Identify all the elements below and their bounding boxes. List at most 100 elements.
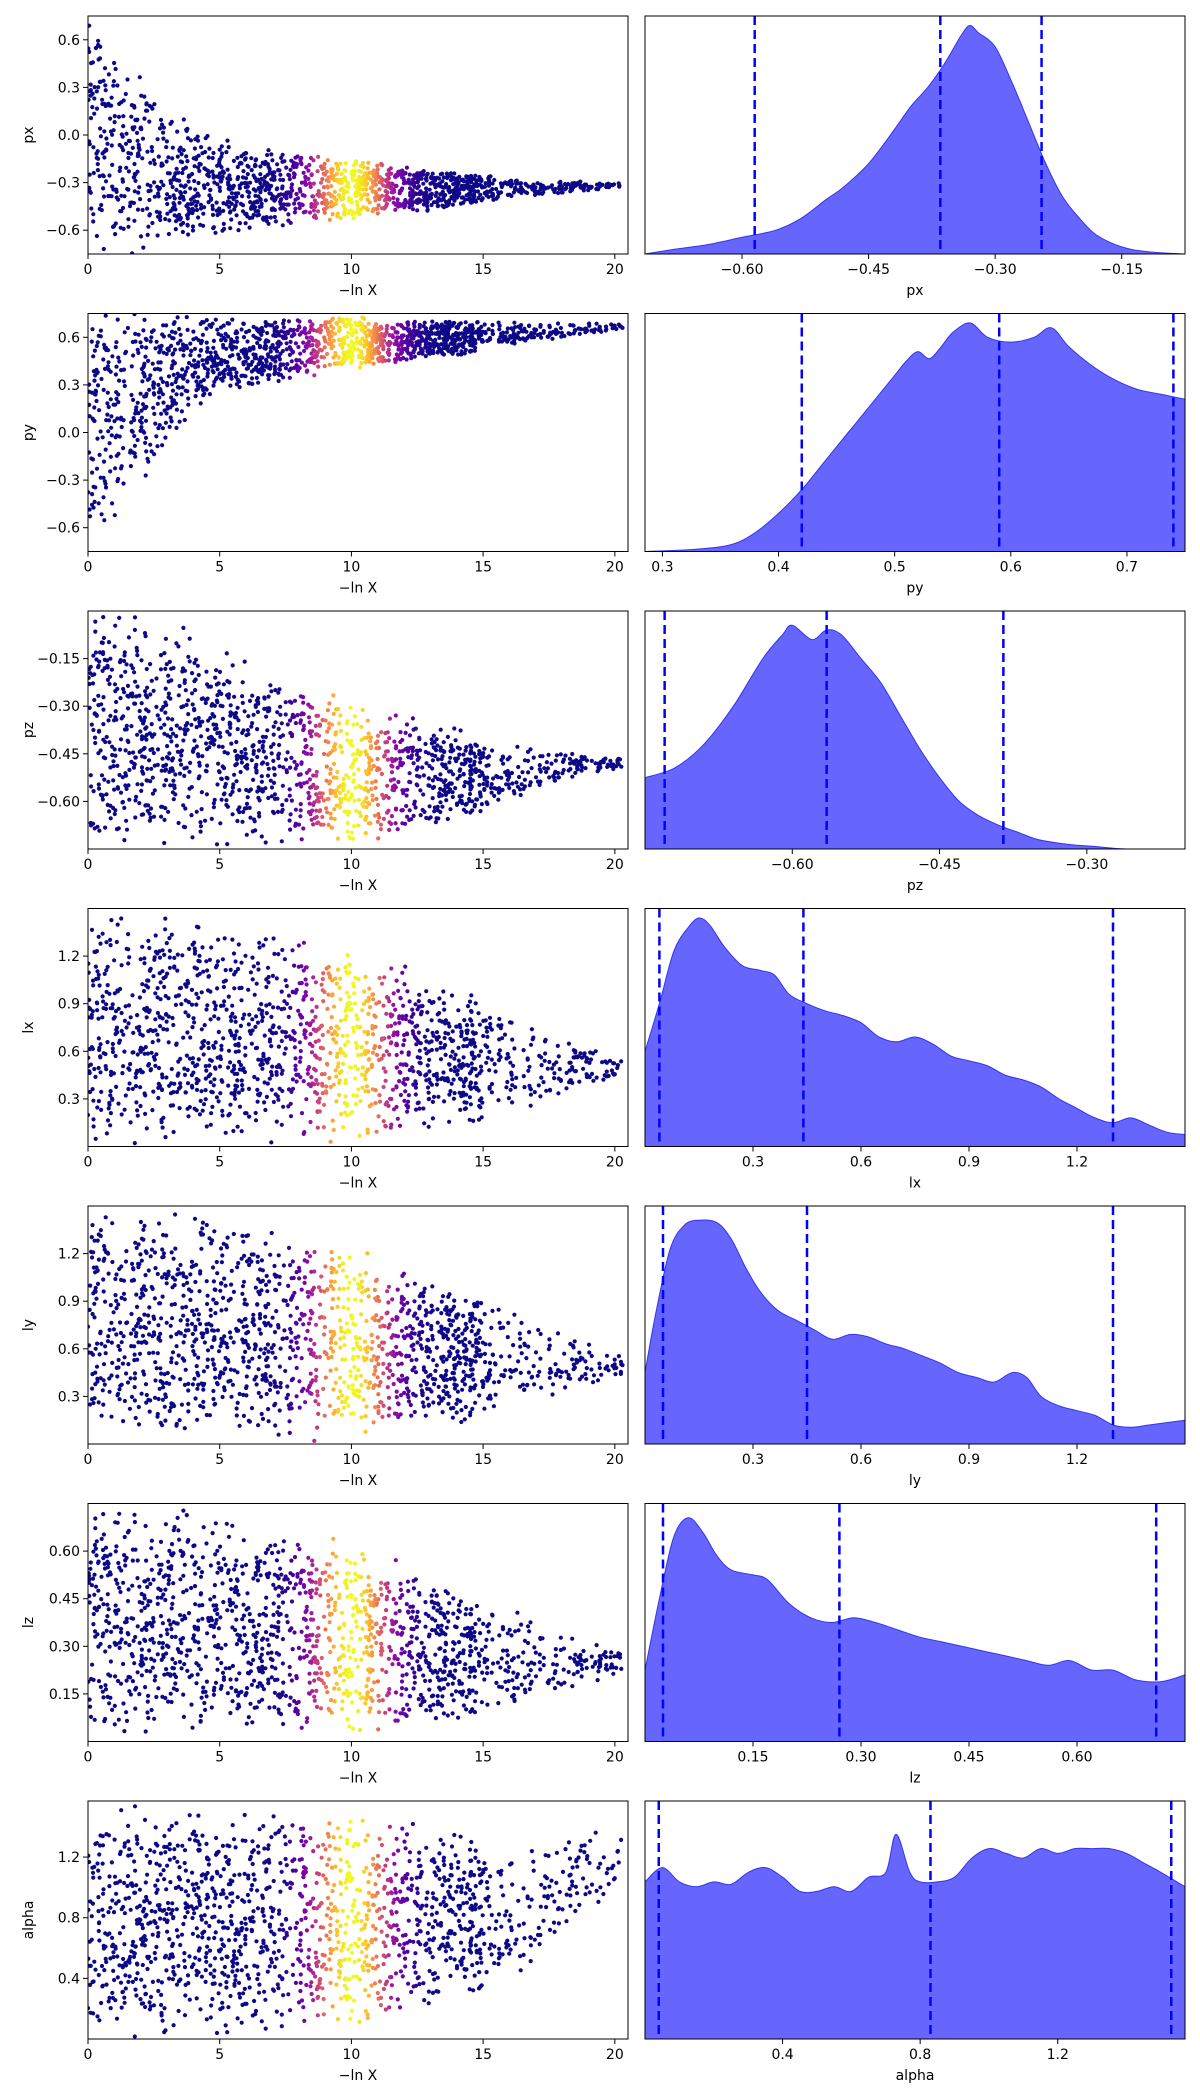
trace-point [430, 758, 435, 763]
trace-point [155, 1032, 160, 1037]
trace-point [154, 1052, 159, 1057]
trace-point [344, 731, 349, 737]
trace-point [132, 189, 137, 194]
trace-point [324, 764, 329, 769]
trace-point [380, 359, 385, 364]
trace-point [222, 791, 227, 796]
trace-point [169, 1081, 174, 1086]
trace-point [492, 177, 497, 183]
trace-point [307, 162, 312, 168]
trace-point [208, 187, 213, 192]
trace-point [134, 1100, 139, 1105]
trace-point [101, 387, 106, 392]
y-tick-label: 0.6 [58, 33, 80, 49]
trace-point [133, 798, 138, 803]
trace-point [221, 170, 226, 175]
trace-point [398, 730, 403, 735]
trace-point [407, 771, 412, 776]
trace-point [195, 663, 200, 668]
trace-point [562, 333, 567, 339]
trace-point [157, 955, 163, 960]
trace-point [150, 747, 155, 752]
trace-point [292, 172, 297, 177]
trace-point [171, 398, 176, 403]
trace-point [227, 195, 232, 200]
trace-point [407, 205, 412, 210]
trace-point [146, 459, 151, 464]
trace-point [139, 408, 144, 413]
trace-point [326, 822, 331, 828]
trace-point [398, 323, 403, 328]
trace-point [181, 704, 186, 709]
trace-point [203, 700, 208, 706]
trace-point [159, 1087, 165, 1093]
trace-point [167, 333, 172, 338]
trace-point [140, 136, 146, 141]
trace-point [398, 756, 403, 761]
trace-point [116, 451, 121, 456]
trace-point [315, 359, 320, 364]
trace-point [499, 331, 504, 336]
trace-point [134, 694, 139, 699]
trace-point [388, 778, 393, 783]
trace-point [521, 786, 526, 792]
trace-point [178, 183, 183, 188]
trace-point [101, 475, 106, 480]
trace-point [298, 772, 303, 777]
trace-point [395, 322, 400, 327]
trace-point [92, 85, 97, 90]
trace-point [97, 659, 102, 664]
trace-point [348, 317, 353, 322]
trace-point [207, 745, 212, 750]
trace-point [149, 145, 154, 150]
trace-point [171, 351, 176, 356]
trace-point [148, 692, 153, 697]
trace-point [278, 172, 283, 177]
trace-point [430, 766, 435, 771]
trace-point [98, 1055, 103, 1060]
trace-point [426, 776, 431, 781]
trace-point [205, 360, 210, 365]
trace-point [298, 814, 303, 819]
trace-point [566, 331, 571, 336]
trace-point [266, 766, 271, 771]
trace-point [462, 351, 467, 356]
trace-point [113, 1053, 118, 1059]
trace-point [368, 739, 373, 744]
trace-point [240, 694, 245, 699]
trace-point [99, 702, 104, 707]
trace-point [153, 421, 158, 426]
trace-point [139, 127, 144, 132]
trace-point [204, 387, 209, 392]
trace-point [92, 418, 97, 424]
trace-point [132, 615, 138, 620]
trace-point [186, 712, 191, 717]
trace-point [97, 56, 103, 61]
trace-point [164, 1027, 170, 1032]
trace-point [174, 392, 179, 397]
trace-point [103, 88, 108, 93]
trace-point [257, 814, 262, 819]
trace-point [405, 814, 410, 819]
trace-point [480, 339, 485, 344]
trace-point [519, 329, 524, 334]
trace-point [198, 824, 203, 829]
trace-point [594, 182, 600, 187]
trace-point [370, 209, 375, 214]
trace-point [136, 411, 141, 416]
trace-point [223, 338, 228, 343]
trace-point [126, 169, 131, 174]
trace-point [342, 212, 347, 217]
trace-point [570, 1065, 575, 1070]
trace-point [310, 343, 315, 348]
trace-point [619, 1059, 624, 1064]
trace-point [132, 418, 137, 423]
trace-point [365, 718, 370, 723]
trace-point [545, 334, 550, 339]
x-tick-label: 10 [343, 262, 361, 278]
trace-point [273, 369, 278, 375]
trace-point [100, 931, 105, 936]
trace-point [564, 1086, 569, 1091]
trace-point [247, 805, 252, 811]
trace-point [467, 323, 472, 328]
